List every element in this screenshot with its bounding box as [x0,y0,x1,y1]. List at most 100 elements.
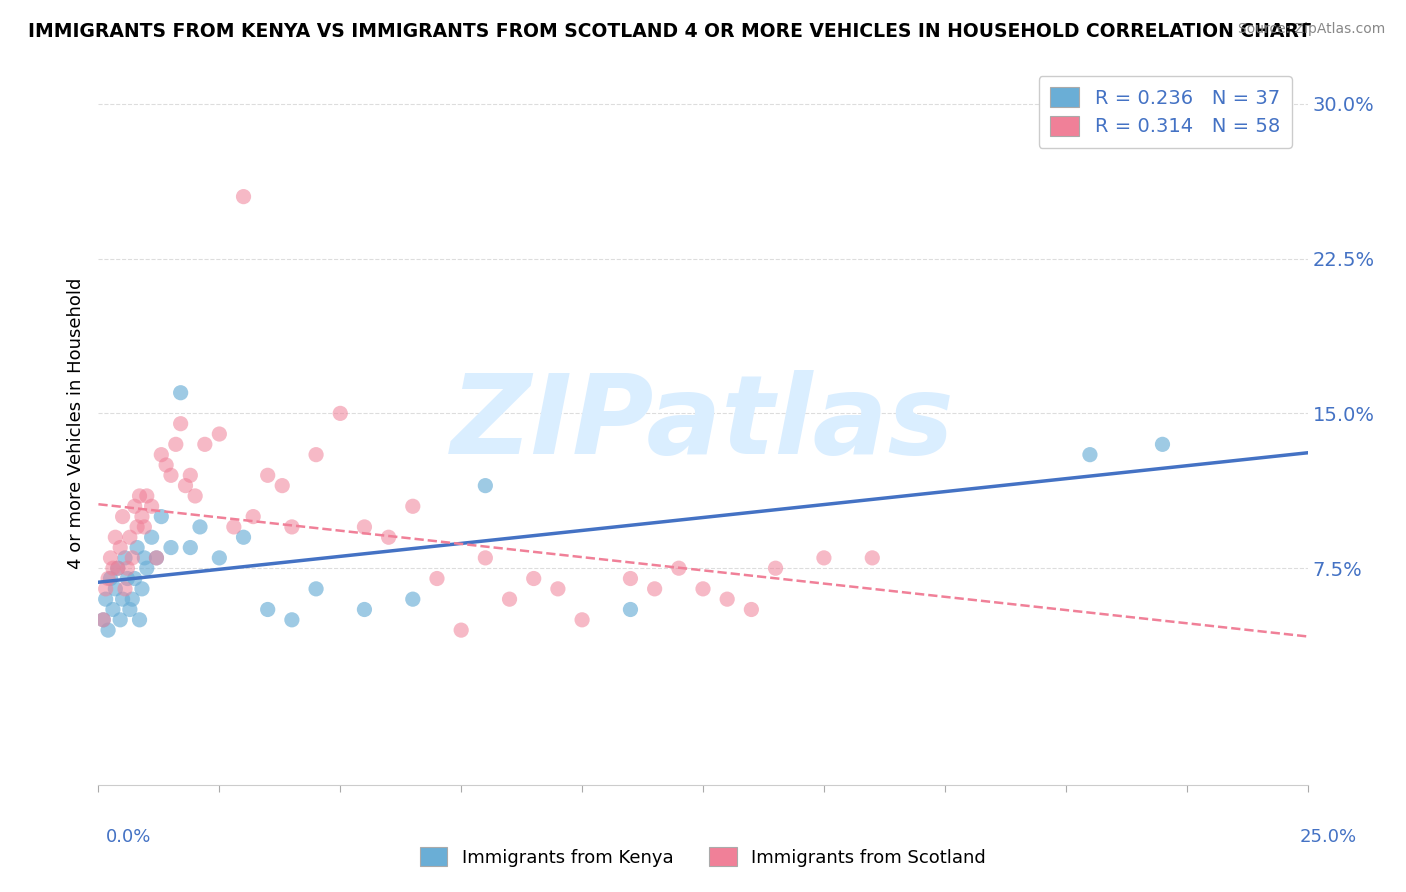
Point [131,509,153,524]
Point [402,592,425,607]
Point [450,623,472,637]
Text: 25.0%: 25.0% [1299,828,1357,846]
Point [91,613,114,627]
Point [740,602,762,616]
Point [104,530,127,544]
Point [377,530,399,544]
Point [150,509,173,524]
Point [118,602,141,616]
Point [155,458,177,472]
Point [547,582,569,596]
Point [208,550,231,565]
Point [165,437,187,451]
Point [523,572,546,586]
Point [108,613,131,627]
Text: ZIPatlas: ZIPatlas [451,370,955,477]
Point [134,550,156,565]
Point [860,550,883,565]
Point [114,582,136,596]
Point [256,602,278,616]
Legend: Immigrants from Kenya, Immigrants from Scotland: Immigrants from Kenya, Immigrants from S… [413,840,993,874]
Point [232,530,254,544]
Point [101,602,124,616]
Point [402,500,425,514]
Point [353,602,375,616]
Legend: R = 0.236   N = 37, R = 0.314   N = 58: R = 0.236 N = 37, R = 0.314 N = 58 [1039,76,1292,148]
Point [242,509,264,524]
Point [100,572,122,586]
Point [160,468,183,483]
Point [271,478,294,492]
Point [150,448,173,462]
Point [668,561,690,575]
Text: 0.0%: 0.0% [105,828,150,846]
Point [498,592,520,607]
Point [97,623,120,637]
Point [118,530,141,544]
Point [305,448,328,462]
Text: IMMIGRANTS FROM KENYA VS IMMIGRANTS FROM SCOTLAND 4 OR MORE VEHICLES IN HOUSEHOL: IMMIGRANTS FROM KENYA VS IMMIGRANTS FROM… [28,22,1310,41]
Point [281,520,304,534]
Point [169,385,191,400]
Point [160,541,183,555]
Point [474,550,496,565]
Point [256,468,278,483]
Point [619,602,641,616]
Point [145,550,167,565]
Point [1078,448,1101,462]
Point [131,582,153,596]
Point [188,520,211,534]
Point [135,561,157,575]
Point [208,427,231,442]
Text: Source: ZipAtlas.com: Source: ZipAtlas.com [1237,22,1385,37]
Point [145,550,167,565]
Point [222,520,245,534]
Point [329,406,352,420]
Point [101,561,124,575]
Point [305,582,328,596]
Point [281,613,304,627]
Point [619,572,641,586]
Point [128,613,150,627]
Point [184,489,207,503]
Point [104,582,127,596]
Point [135,489,157,503]
Point [121,592,143,607]
Point [644,582,666,596]
Y-axis label: 4 or more Vehicles in Household: 4 or more Vehicles in Household [66,278,84,569]
Point [107,561,129,575]
Point [128,489,150,503]
Point [94,582,117,596]
Point [353,520,375,534]
Point [108,541,131,555]
Point [111,592,134,607]
Point [179,468,201,483]
Point [91,613,114,627]
Point [111,509,134,524]
Point [813,550,835,565]
Point [169,417,191,431]
Point [127,541,149,555]
Point [97,572,120,586]
Point [1152,437,1174,451]
Point [124,500,146,514]
Point [117,572,139,586]
Point [194,437,217,451]
Point [179,541,201,555]
Point [117,561,139,575]
Point [100,550,122,565]
Point [141,530,163,544]
Point [141,500,163,514]
Point [107,561,129,575]
Point [571,613,593,627]
Point [765,561,787,575]
Point [692,582,714,596]
Point [121,550,143,565]
Point [474,478,496,492]
Point [174,478,197,492]
Point [124,572,146,586]
Point [232,189,254,203]
Point [134,520,156,534]
Point [716,592,738,607]
Point [127,520,149,534]
